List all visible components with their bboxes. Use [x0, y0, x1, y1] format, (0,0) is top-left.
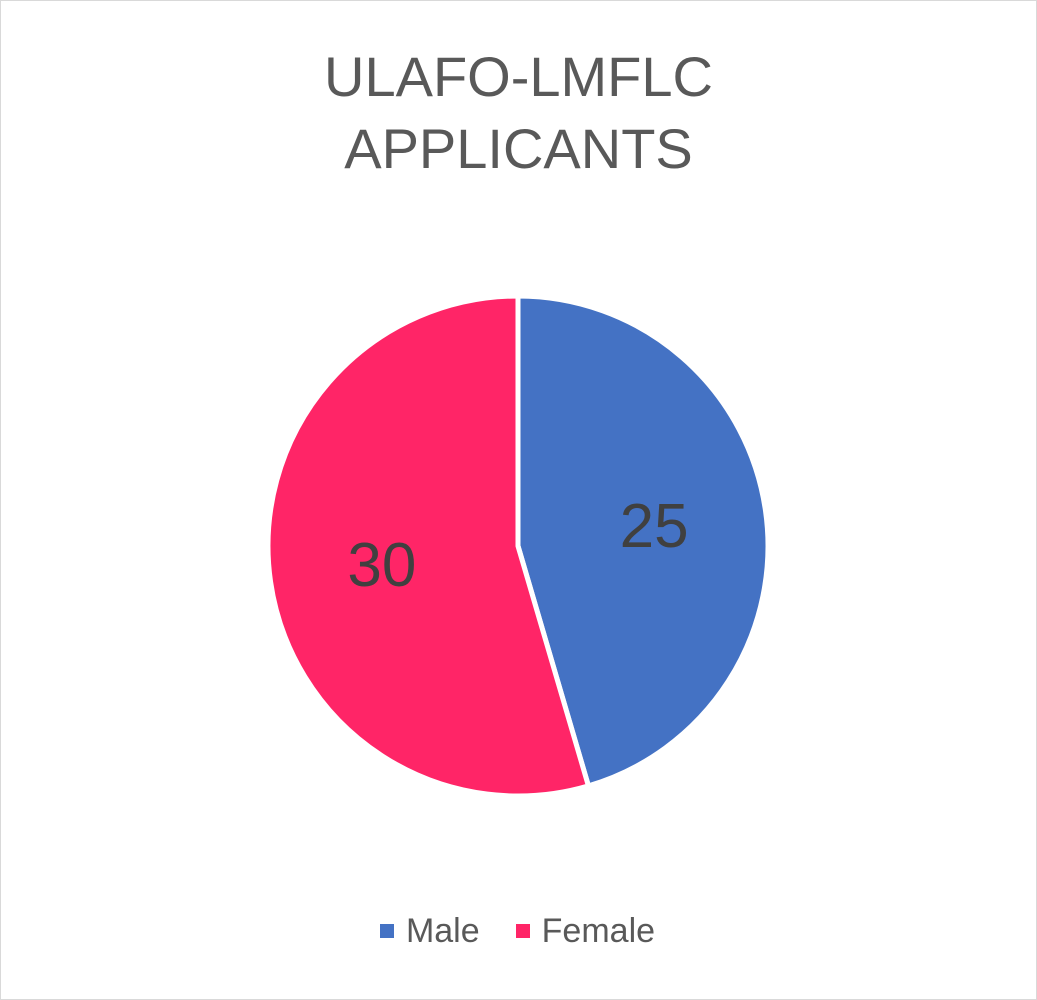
chart-title: ULAFO-LMFLC APPLICANTS [1, 41, 1036, 185]
chart-title-line-1: ULAFO-LMFLC [324, 45, 713, 108]
chart-title-line-2: APPLICANTS [344, 117, 693, 180]
pie-slices [265, 293, 771, 799]
legend-item-male: Male [379, 906, 480, 956]
legend-label-female: Female [541, 912, 656, 950]
pie-slice-female [265, 293, 591, 799]
pie-labels: 25 30 [347, 492, 688, 600]
legend-item-female: Female [515, 906, 656, 956]
data-label-male: 25 [620, 492, 689, 561]
chart-legend: Male Female [0, 906, 1035, 956]
data-label-female: 30 [347, 531, 416, 600]
legend-swatch-female [515, 924, 530, 938]
pie-slice-male [515, 293, 771, 789]
legend-swatch-male [379, 924, 394, 938]
legend-label-male: Male [405, 912, 480, 950]
